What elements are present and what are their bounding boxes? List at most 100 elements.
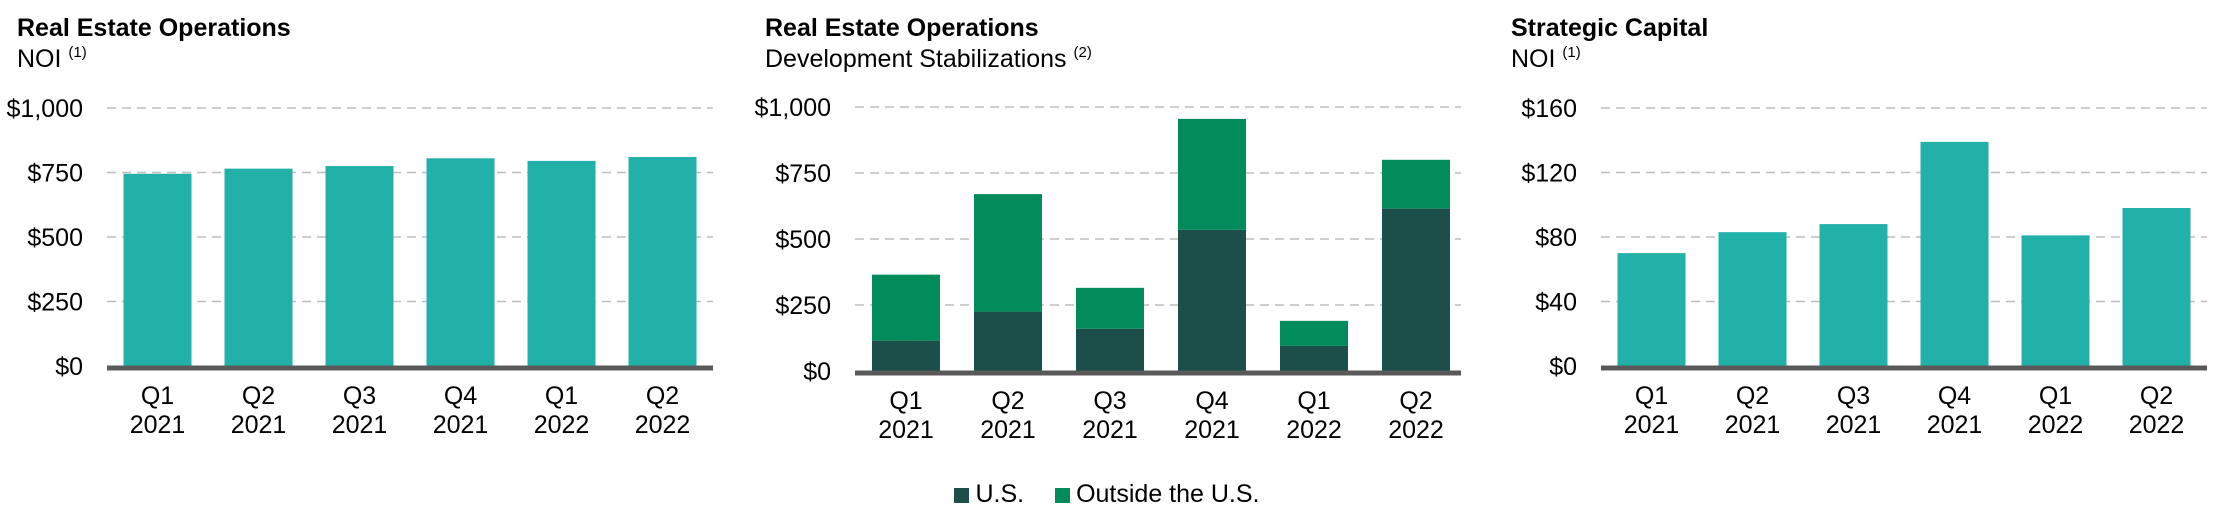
chart-legend: U.S. Outside the U.S. [0,480,2214,509]
bar-segment-outside-us [872,274,940,341]
x-tick-label-line: Q3 [343,382,376,410]
subtitle-text: NOI [1511,45,1556,73]
bar [628,157,697,366]
chart-panel-development-stabilizations: Real Estate Operations Development Stabi… [755,0,1465,470]
bar-segment-outside-us [1178,118,1246,230]
legend-item-outside-us: Outside the U.S. [1055,480,1260,509]
footnote-marker: (1) [68,44,87,61]
x-tick-label-line: Q4 [1195,387,1228,415]
legend-item-us: U.S. [954,480,1024,509]
y-tick-label: $250 [27,289,83,317]
x-tick-label-line: Q1 [889,387,922,415]
x-tick-label-line: Q3 [1093,387,1126,415]
x-tick-label-line: 2021 [1184,416,1240,444]
x-tick-label-line: Q1 [545,382,578,410]
bar [1819,224,1888,366]
chart-title: Real Estate Operations [17,14,291,42]
chart-title: Strategic Capital [1511,14,1709,42]
x-tick-label-line: 2021 [1927,411,1983,439]
chart-subtitle: NOI (1) [17,44,87,74]
bar-segment-outside-us [1076,287,1144,329]
bar [2122,207,2191,366]
x-tick-label-line: 2022 [635,411,691,439]
bar-segment-us [1280,345,1348,371]
y-tick-label: $500 [775,226,831,254]
legend-swatch-outside-us [1055,488,1071,503]
x-tick-label: Q4 2021 [433,382,489,439]
x-tick-label: Q1 2022 [2028,382,2084,439]
bar [1920,141,1989,366]
x-tick-label: Q1 2021 [878,387,934,444]
y-tick-label: $1,000 [7,95,83,123]
bar [224,168,293,366]
legend-label: U.S. [975,480,1025,508]
x-tick-label-line: Q2 [991,387,1024,415]
y-tick-label: $80 [1535,224,1577,252]
x-tick-label-line: Q4 [444,382,477,410]
x-tick-label-line: 2022 [534,411,590,439]
y-tick-label: $0 [1549,353,1577,381]
x-tick-label-line: 2021 [130,411,186,439]
x-tick-label-line: Q1 [2039,382,2072,410]
x-tick-label-line: Q2 [1399,387,1432,415]
x-tick-label-line: 2021 [231,411,287,439]
x-tick-label: Q3 2021 [1826,382,1882,439]
x-tick-label-line: 2021 [1624,411,1680,439]
x-tick-label: Q4 2021 [1184,387,1240,444]
y-tick-label: $160 [1521,95,1577,123]
subtitle-text: Development Stabilizations [765,45,1067,73]
legend-label: Outside the U.S. [1076,480,1260,508]
bar-segment-us [1178,229,1246,371]
chart-subtitle: NOI (1) [1511,44,1581,74]
bar-segment-us [1382,208,1450,371]
chart-title: Real Estate Operations [765,14,1039,42]
x-tick-label: Q1 2022 [534,382,590,439]
y-tick-label: $750 [27,160,83,188]
y-tick-label: $0 [55,353,83,381]
bar-segment-us [1076,328,1144,371]
x-tick-label-line: 2021 [1826,411,1882,439]
x-tick-label-line: Q2 [2140,382,2173,410]
x-tick-label-line: Q4 [1938,382,1971,410]
x-tick-label-line: Q1 [1635,382,1668,410]
y-tick-label: $0 [803,358,831,386]
x-tick-label: Q2 2021 [231,382,287,439]
x-tick-label: Q1 2022 [1286,387,1342,444]
x-tick-label-line: 2022 [1286,416,1342,444]
x-tick-label-line: 2021 [433,411,489,439]
x-tick-label: Q4 2021 [1927,382,1983,439]
bar-segment-us [872,340,940,371]
bar [2021,235,2090,366]
bar-segment-outside-us [974,194,1042,312]
footnote-marker: (2) [1073,44,1092,61]
x-tick-label-line: 2022 [2028,411,2084,439]
x-tick-label: Q3 2021 [332,382,388,439]
x-tick-label-line: Q2 [646,382,679,410]
x-tick-label: Q1 2021 [1624,382,1680,439]
x-tick-label-line: 2021 [332,411,388,439]
x-tick-label: Q2 2022 [1388,387,1444,444]
bar [1617,253,1686,366]
y-tick-label: $500 [27,224,83,252]
y-tick-label: $120 [1521,160,1577,188]
x-tick-label: Q3 2021 [1082,387,1138,444]
bar-segment-outside-us [1280,320,1348,346]
x-tick-label: Q2 2021 [1725,382,1781,439]
bar-segment-us [974,311,1042,371]
x-tick-label-line: Q3 [1837,382,1870,410]
x-tick-label: Q1 2021 [130,382,186,439]
bar [123,173,192,366]
subtitle-text: NOI [17,45,62,73]
x-tick-label-line: Q1 [141,382,174,410]
bar [426,158,495,366]
y-tick-label: $40 [1535,289,1577,317]
bar [527,160,596,366]
x-tick-label: Q2 2021 [980,387,1036,444]
y-tick-label: $1,000 [755,94,831,122]
bar-segment-outside-us [1382,159,1450,209]
x-tick-label-line: 2021 [1082,416,1138,444]
x-tick-label: Q2 2022 [2129,382,2185,439]
